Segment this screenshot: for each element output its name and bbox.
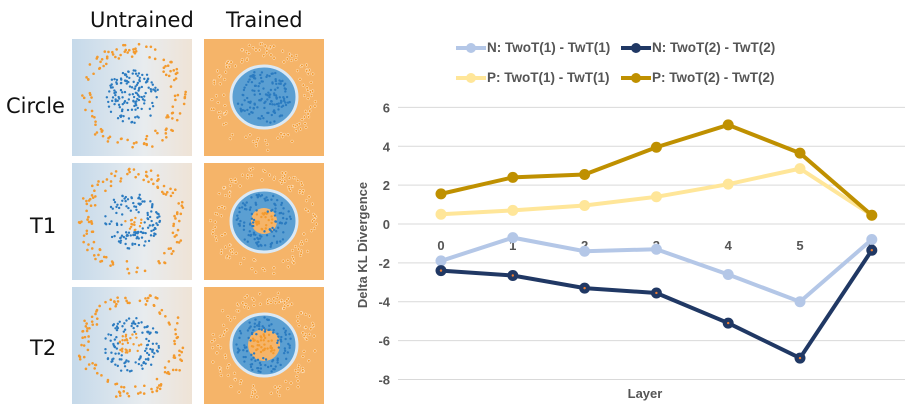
data-point-center <box>583 286 586 290</box>
x-tick-label: 0 <box>437 238 444 253</box>
legend-item: P: TwoT(1) - TwT(1) <box>456 70 609 85</box>
legend-item: N: TwoT(1) - TwT(1) <box>456 40 610 55</box>
series-1 <box>435 244 878 364</box>
row-label-t1: T1 <box>30 214 57 238</box>
legend-label: N: TwoT(1) - TwT(1) <box>487 40 611 55</box>
data-point-center <box>511 274 514 277</box>
data-point <box>507 204 519 216</box>
series-3 <box>435 119 878 221</box>
x-tick-label: 2 <box>581 238 588 253</box>
trained-panel-t1 <box>204 163 324 280</box>
row-label-circle: Circle <box>6 94 65 118</box>
untrained-panel-t2 <box>72 287 192 404</box>
y-tick-label: 6 <box>383 100 390 115</box>
data-point <box>435 208 447 220</box>
data-point <box>435 255 447 267</box>
legend-swatch <box>456 41 486 55</box>
y-tick-label: -2 <box>378 256 390 271</box>
trained-panel-t2 <box>204 287 324 404</box>
data-point <box>650 243 662 255</box>
data-point-center <box>870 249 873 252</box>
y-tick-label: 2 <box>383 178 390 193</box>
legend-item: N: TwoT(2) - TwT(2) <box>621 40 775 55</box>
data-point <box>579 245 591 257</box>
x-tick-label: 4 <box>725 238 733 253</box>
data-point <box>650 141 662 153</box>
series-0 <box>435 232 878 308</box>
legend-label: P: TwoT(2) - TwT(2) <box>652 70 775 85</box>
trained-panel-circle <box>204 39 324 156</box>
untrained-panel-circle <box>72 39 192 156</box>
legend-swatch <box>621 41 651 55</box>
column-header-untrained: Untrained <box>90 8 194 32</box>
data-point-center <box>798 356 802 360</box>
legend-label: N: TwoT(2) - TwT(2) <box>652 40 776 55</box>
data-point <box>579 168 591 180</box>
legend-swatch <box>456 71 486 85</box>
y-tick-label: 0 <box>383 217 390 232</box>
x-axis-title: Layer <box>628 386 663 401</box>
data-point <box>507 171 519 183</box>
data-point-center <box>655 291 658 295</box>
y-tick-label: 4 <box>383 139 391 154</box>
data-point <box>722 119 734 131</box>
data-point <box>794 163 806 175</box>
data-point <box>722 178 734 190</box>
data-point <box>794 147 806 159</box>
row-label-t2: T2 <box>30 336 57 360</box>
data-point <box>722 269 734 281</box>
x-tick-label: 1 <box>509 238 516 253</box>
y-tick-label: -4 <box>378 295 390 310</box>
series-line <box>440 249 874 361</box>
column-header-trained: Trained <box>226 8 303 32</box>
legend-item: P: TwoT(2) - TwT(2) <box>621 70 774 85</box>
y-tick-label: -8 <box>378 372 390 387</box>
y-tick-label: -6 <box>378 334 390 349</box>
series-2 <box>435 163 878 221</box>
legend-swatch <box>621 71 651 85</box>
legend-label: P: TwoT(1) - TwT(1) <box>487 70 610 85</box>
x-tick-label: 5 <box>796 238 803 253</box>
data-point <box>866 209 878 221</box>
data-point <box>435 188 447 200</box>
data-point <box>794 296 806 308</box>
data-point <box>507 232 519 244</box>
data-point-center <box>439 269 443 272</box>
data-point <box>650 191 662 203</box>
data-point <box>866 234 878 246</box>
y-axis-title: Delta KL Divergence <box>355 182 370 308</box>
data-point <box>579 200 591 212</box>
data-point-center <box>727 321 730 325</box>
untrained-panel-t1 <box>72 163 192 280</box>
